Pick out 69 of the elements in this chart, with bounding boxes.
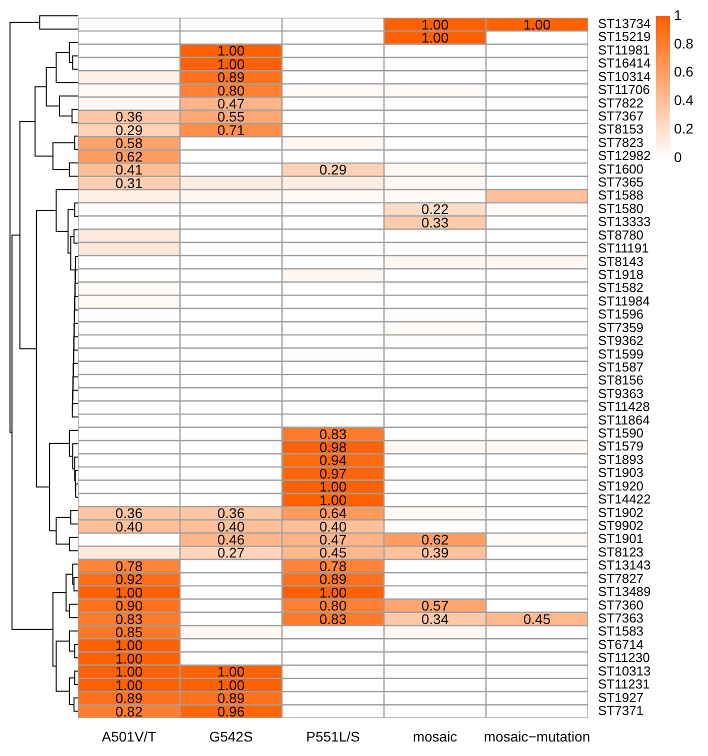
y-tick-label: ST8143 (598, 254, 644, 269)
x-tick-label: G542S (209, 728, 253, 744)
y-tick-label: ST12982 (598, 148, 651, 164)
y-tick-label: ST1599 (598, 346, 644, 362)
y-tick-label: ST1927 (598, 690, 644, 705)
y-tick-label: ST1902 (598, 504, 644, 520)
y-tick-label: ST11231 (598, 676, 650, 692)
color-bar-label: 0.6 (674, 64, 694, 80)
data-label: 1.00 (523, 16, 551, 32)
y-tick-label: ST1582 (598, 280, 644, 296)
y-tick-label: ST8153 (598, 122, 644, 137)
y-tick-label: ST7363 (598, 610, 644, 626)
y-tick-label: ST10313 (598, 663, 651, 678)
data-label: 0.78 (115, 558, 143, 574)
y-tick-label: ST6714 (598, 636, 644, 652)
y-tick-label: ST9902 (598, 518, 644, 534)
y-tick-label: ST1588 (598, 188, 644, 203)
y-tick-label: ST1903 (598, 465, 644, 480)
x-tick-label: mosaic (412, 728, 458, 744)
y-tick-label: ST14422 (598, 492, 651, 507)
data-label: 0.29 (319, 162, 347, 178)
y-tick-label: ST7365 (598, 174, 644, 190)
y-tick-label: ST11864 (598, 412, 650, 428)
y-tick-label: ST8156 (598, 372, 644, 388)
y-tick-label: ST1587 (598, 359, 644, 374)
y-tick-label: ST7827 (598, 570, 644, 586)
data-label: 0.83 (319, 426, 347, 442)
y-tick-label: ST7823 (598, 134, 644, 150)
y-tick-label: ST9362 (598, 333, 644, 348)
y-tick-label: ST11230 (598, 650, 650, 666)
y-tick-label: ST13489 (598, 584, 651, 600)
y-tick-label: ST11706 (598, 82, 650, 98)
y-tick-label: ST1600 (598, 161, 644, 176)
y-tick-label: ST1596 (598, 306, 644, 322)
y-tick-label: ST1918 (598, 267, 644, 282)
y-tick-label: ST11428 (598, 399, 650, 414)
y-tick-label: ST7371 (598, 702, 644, 718)
y-tick-label: ST1893 (598, 452, 644, 467)
data-label: 0.45 (523, 610, 551, 627)
y-tick-label: ST8123 (598, 544, 644, 560)
y-tick-label: ST10314 (598, 68, 651, 84)
y-tick-label: ST7367 (598, 108, 644, 124)
color-bar-label: 0.2 (674, 120, 694, 136)
y-tick-label: ST11984 (598, 293, 650, 308)
y-tick-label: ST11191 (598, 240, 649, 256)
y-tick-label: ST1920 (598, 478, 644, 494)
y-tick-label: ST7360 (598, 597, 644, 612)
y-tick-label: ST8780 (598, 227, 644, 242)
y-tick-label: ST13143 (598, 558, 651, 573)
y-tick-label: ST7359 (598, 320, 644, 335)
y-tick-label: ST7822 (598, 95, 644, 110)
color-bar-label: 0.8 (674, 35, 694, 52)
y-tick-label: ST1901 (598, 531, 644, 546)
x-tick-label: A501V/T (102, 728, 157, 744)
x-tick-label: P551L/S (306, 728, 360, 744)
y-tick-label: ST13734 (598, 16, 651, 31)
y-tick-label: ST1579 (598, 438, 644, 454)
y-tick-label: ST1580 (598, 200, 644, 216)
y-tick-label: ST1590 (598, 426, 644, 441)
color-bar-label: 1 (674, 6, 682, 23)
y-tick-label: ST16414 (598, 56, 651, 71)
x-tick-label: mosaic−mutation (484, 728, 590, 744)
color-bar-label: 0 (674, 148, 682, 165)
y-tick-label: ST13333 (598, 214, 651, 230)
color-bar-label: 0.4 (674, 92, 694, 108)
y-tick-label: ST1583 (598, 624, 644, 639)
y-tick-label: ST9363 (598, 386, 644, 401)
y-tick-label: ST11981 (598, 42, 650, 58)
y-tick-label: ST15219 (598, 29, 651, 44)
